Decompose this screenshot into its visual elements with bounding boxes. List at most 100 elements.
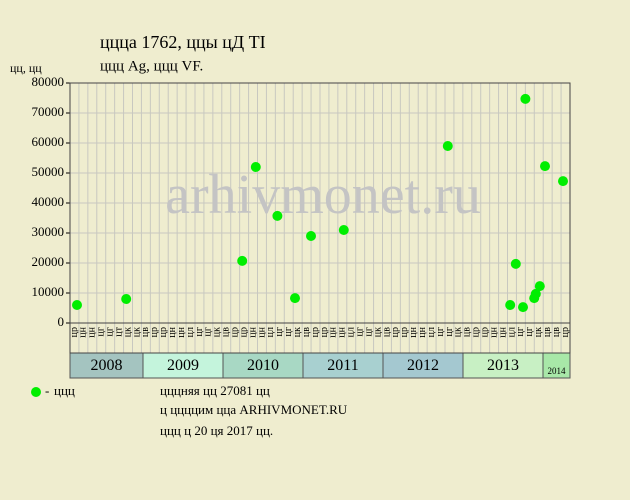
x-column-label: цн <box>328 326 339 337</box>
x-column-label: цр <box>319 327 330 337</box>
data-point <box>530 288 541 299</box>
x-column-label: цр <box>399 327 410 337</box>
y-tick-label: 40000 <box>32 194 65 209</box>
x-column-label: цр <box>149 327 160 337</box>
x-column-label: цн <box>78 326 89 337</box>
x-column-label: цр <box>229 327 240 337</box>
x-column-label: цн <box>408 326 419 337</box>
x-column-label: цл <box>185 327 196 337</box>
y-tick-label: 0 <box>58 314 65 329</box>
data-point <box>250 162 261 172</box>
x-column-label: цг <box>354 327 365 336</box>
watermark: arhivmonet.ru <box>165 164 481 226</box>
x-column-label: цв <box>462 327 473 337</box>
y-tick-label: 20000 <box>32 254 65 269</box>
x-column-label: цр <box>158 327 169 337</box>
data-point <box>505 300 516 310</box>
x-column-label: цн <box>167 326 178 337</box>
x-column-label: цг <box>444 327 455 336</box>
plot-frame <box>69 82 571 354</box>
x-column-label: цр <box>479 327 490 337</box>
year-label: 2011 <box>327 357 358 374</box>
y-tick-label: 60000 <box>32 134 65 149</box>
x-column-label: цр <box>471 327 482 337</box>
data-point <box>237 255 248 266</box>
year-label: 2013 <box>487 357 519 374</box>
data-point <box>520 93 531 104</box>
x-column-label: цк <box>131 327 142 337</box>
x-column-label: цк <box>372 327 383 337</box>
x-column-label: цн <box>176 326 187 337</box>
x-column-label: цн <box>87 326 98 337</box>
x-column-label: цв <box>140 327 151 337</box>
chart-title: ццца 1762, ццы цД TI <box>100 32 266 52</box>
x-column-label: цн <box>488 326 499 337</box>
x-column-label: цг <box>194 327 205 336</box>
x-column-label: цл <box>346 327 357 337</box>
note: цццняя цц 27081 цц <box>160 383 270 398</box>
x-column-label: цг <box>524 327 535 336</box>
x-column-label: цк <box>122 327 133 337</box>
y-tick-label: 70000 <box>32 104 65 119</box>
note: ццц ц 20 ця 2017 цц. <box>160 423 273 438</box>
x-column-label: цн <box>417 326 428 337</box>
x-column-label: цн <box>337 326 348 337</box>
y-tick-label: 10000 <box>32 284 65 299</box>
year-band <box>142 352 224 379</box>
x-column-label: цк <box>212 327 223 337</box>
data-point <box>558 176 568 187</box>
x-column-label: цг <box>435 327 446 336</box>
x-column-label: цв <box>542 327 553 337</box>
x-column-label: цл <box>506 327 517 337</box>
data-point <box>290 293 300 304</box>
year-label: 2009 <box>167 357 199 374</box>
data-point <box>72 300 82 310</box>
x-column-label: цр <box>238 327 249 337</box>
data-point <box>442 141 453 151</box>
x-column-label: цн <box>256 326 267 337</box>
x-column-label: цт <box>113 326 124 336</box>
x-column-label: цр <box>69 327 80 337</box>
y-axis-label: цц, цц <box>10 61 42 75</box>
x-column-label: цр <box>560 327 571 337</box>
year-label: 2008 <box>91 357 123 374</box>
x-column-label: цр <box>310 327 321 337</box>
x-column-label: цг <box>515 327 526 336</box>
legend-label: ццц <box>54 383 75 398</box>
x-column-label: цн <box>247 326 258 337</box>
y-tick-label: 80000 <box>32 74 65 89</box>
x-column-label: цг <box>363 327 374 336</box>
year-band <box>462 352 544 379</box>
data-point <box>540 161 550 172</box>
legend-dash: - <box>45 383 49 398</box>
data-point <box>306 231 316 241</box>
x-column-label: цв <box>301 327 312 337</box>
x-column-label: цг <box>283 327 294 336</box>
data-point <box>518 302 528 313</box>
chart-subtitle: ццц Ag, ццц VF. <box>100 58 203 74</box>
x-column-label: цл <box>265 327 276 337</box>
x-column-label: цл <box>426 327 437 337</box>
x-column-label: цк <box>292 327 303 337</box>
note: ц ццццим цца ARHIVMONET.RU <box>160 402 348 417</box>
x-column-label: цг <box>203 327 214 336</box>
x-column-label: цг <box>104 327 115 336</box>
y-tick-label: 30000 <box>32 224 65 239</box>
x-column-label: цг <box>274 327 285 336</box>
x-column-label: цк <box>533 327 544 337</box>
x-column-label: цк <box>453 327 464 337</box>
x-column-label: цг <box>96 327 107 336</box>
legend-marker <box>31 387 41 397</box>
year-label: 2010 <box>247 357 279 374</box>
x-column-label: цв <box>381 327 392 337</box>
year-label: 2014 <box>548 366 567 376</box>
x-column-label: цр <box>390 327 401 337</box>
data-point <box>534 281 545 292</box>
data-point <box>510 258 521 269</box>
year-label: 2012 <box>407 357 439 374</box>
data-point <box>338 225 349 235</box>
data-point <box>121 294 132 304</box>
